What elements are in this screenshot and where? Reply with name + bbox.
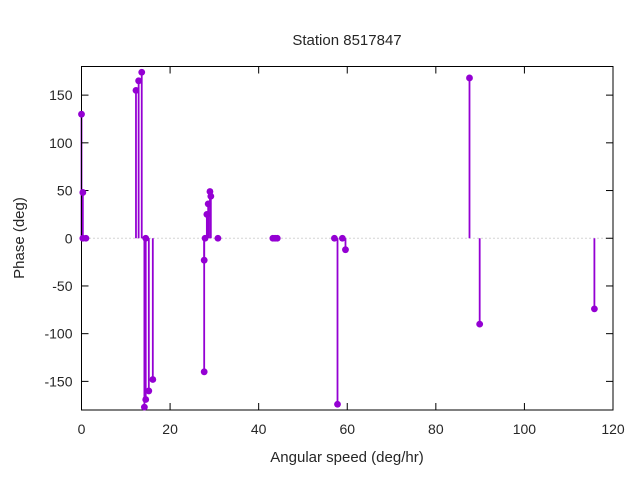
data-point-marker	[79, 189, 87, 196]
data-point-marker	[207, 192, 215, 200]
data-point-marker	[342, 246, 349, 254]
tick-labels-layer: 0 20 40 60 80 100 120 -150 -100 -50 0 50 100 150	[44, 87, 624, 437]
y-tick-label: 100	[49, 135, 73, 151]
x-tick-label: 0	[78, 421, 86, 437]
data-point-marker	[466, 74, 473, 82]
axes-layer	[81, 66, 614, 411]
data-point-marker	[214, 234, 222, 242]
data-point-marker	[149, 376, 157, 383]
y-tick-label: -50	[52, 278, 72, 294]
data-point-marker	[82, 234, 90, 242]
y-axis-label: Phase (deg)	[11, 197, 28, 279]
y-tick-label: 50	[57, 183, 73, 199]
y-tick-label: -100	[44, 326, 72, 342]
x-tick-label: 80	[428, 421, 444, 437]
data-point-marker	[138, 68, 146, 76]
x-tick-label: 60	[339, 421, 355, 437]
data-series-layer	[80, 72, 596, 408]
data-point-marker	[590, 305, 598, 313]
data-point-marker	[145, 387, 153, 395]
data-point-marker	[140, 403, 148, 411]
x-tick-label: 20	[162, 421, 178, 437]
markers-layer	[78, 68, 598, 411]
data-point-marker	[203, 210, 211, 218]
data-point-marker	[78, 110, 85, 118]
data-point-marker	[476, 320, 484, 328]
chart-title: Station 8517847	[292, 32, 401, 49]
y-tick-label: -150	[44, 373, 72, 389]
y-tick-label: 0	[65, 230, 73, 246]
data-point-marker	[338, 234, 346, 242]
data-point-marker	[204, 200, 212, 208]
data-point-marker	[200, 368, 208, 376]
y-tick-label: 150	[49, 87, 73, 103]
data-point-marker	[132, 86, 140, 94]
data-point-marker	[331, 234, 338, 242]
data-point-marker	[201, 234, 209, 242]
data-point-marker	[334, 400, 341, 408]
data-point-marker	[142, 396, 150, 403]
x-axis-label: Angular speed (deg/hr)	[270, 449, 423, 466]
x-tick-label: 120	[601, 421, 625, 437]
data-point-marker	[135, 77, 143, 85]
data-point-marker	[273, 234, 281, 242]
x-tick-label: 40	[251, 421, 267, 437]
plot-border	[81, 66, 614, 411]
data-point-marker	[142, 234, 150, 242]
x-tick-label: 100	[513, 421, 537, 437]
data-point-marker	[200, 256, 208, 264]
